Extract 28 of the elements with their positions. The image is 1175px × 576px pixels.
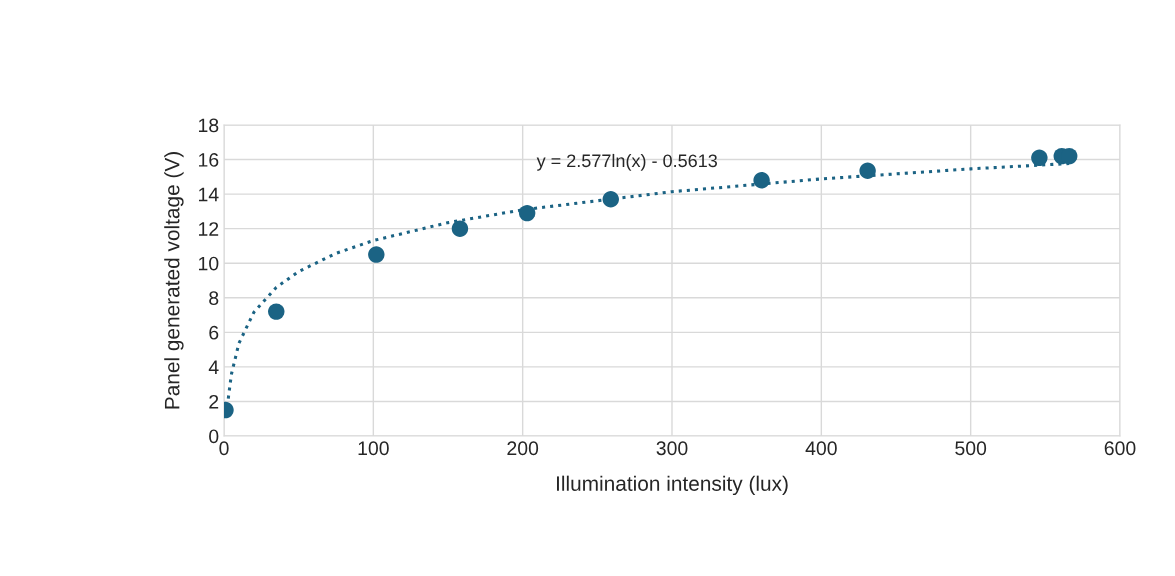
point xyxy=(753,172,770,189)
annotation: y = 2.577ln(x) - 0.5613 xyxy=(536,153,717,171)
y-axis-title: Panel generated voltage (V) xyxy=(164,152,184,409)
x-tick-label: 300 xyxy=(656,441,688,456)
y-tick-label: 8 xyxy=(209,291,219,306)
y-tick-label: 2 xyxy=(209,394,219,409)
point xyxy=(451,220,469,237)
x-tick-label: 0 xyxy=(219,441,229,456)
x-tick-label: 400 xyxy=(805,441,837,456)
y-tick-label: 6 xyxy=(209,325,219,340)
y-tick-label: 14 xyxy=(199,187,219,202)
x-tick-label: 100 xyxy=(358,441,389,456)
point xyxy=(368,246,385,263)
point xyxy=(268,303,285,320)
point xyxy=(602,191,619,208)
x-tick-label: 500 xyxy=(955,441,987,456)
x-tick-label: 200 xyxy=(507,441,539,456)
y-tick-label: 18 xyxy=(199,118,219,133)
point xyxy=(859,162,876,179)
x-axis-title: Illumination intensity (lux) xyxy=(556,475,788,496)
y-tick-label: 0 xyxy=(209,429,219,444)
x-tick-label: 600 xyxy=(1104,441,1136,456)
y-tick-label: 12 xyxy=(199,222,219,236)
point xyxy=(1031,149,1048,167)
y-tick-label: 16 xyxy=(199,153,219,167)
point xyxy=(518,204,536,222)
y-tick-label: 10 xyxy=(199,256,219,271)
y-tick-label: 4 xyxy=(208,360,219,374)
